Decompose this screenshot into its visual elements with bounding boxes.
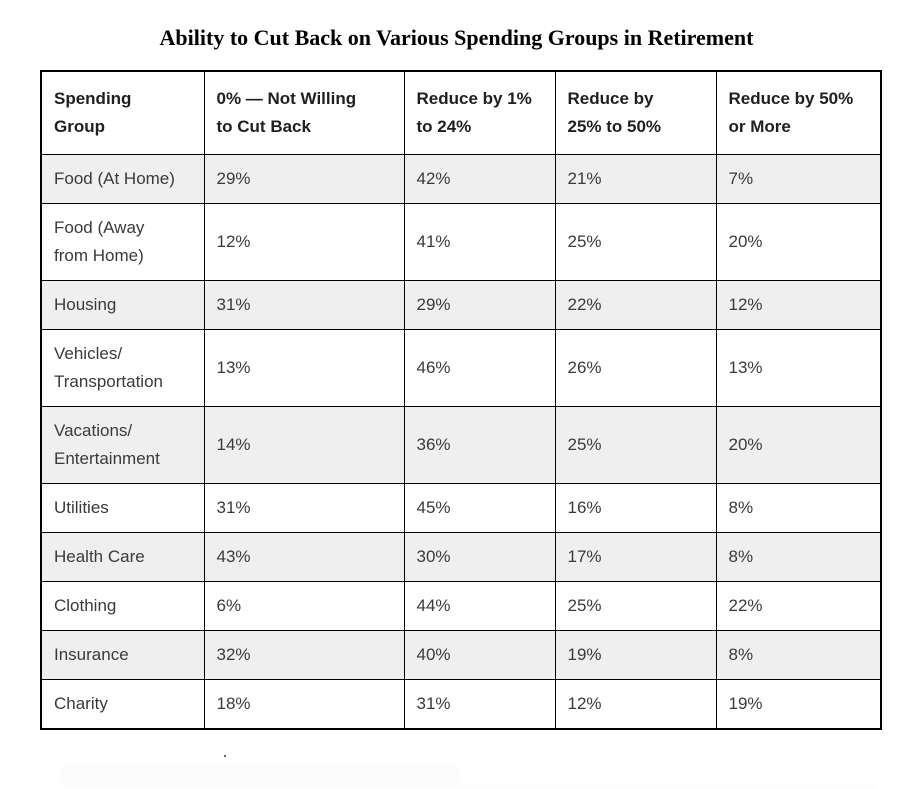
render-artifact-smudge (455, 785, 875, 789)
spending-group-cell: Food (At Home) (40, 154, 205, 204)
table-row: Utilities 31% 45% 16% 8% (40, 483, 882, 533)
spending-group-cell: Health Care (40, 532, 205, 582)
table-row: Food (At Home) 29% 42% 21% 7% (40, 154, 882, 204)
value-cell: 8% (715, 630, 882, 680)
spending-table: Spending Group 0% — Not Willing to Cut B… (40, 70, 882, 730)
spending-group-cell: Insurance (40, 630, 205, 680)
value-cell: 30% (403, 532, 556, 582)
spending-group-cell: Clothing (40, 581, 205, 631)
value-cell: 36% (403, 406, 556, 484)
value-cell: 26% (554, 329, 717, 407)
column-header-spending-group: Spending Group (40, 70, 205, 155)
render-artifact-smudge (60, 763, 460, 787)
value-cell: 22% (715, 581, 882, 631)
table-row: Charity 18% 31% 12% 19% (40, 679, 882, 730)
value-cell: 12% (715, 280, 882, 330)
spending-group-cell: Vehicles/ Transportation (40, 329, 205, 407)
value-cell: 13% (203, 329, 405, 407)
column-header-not-willing: 0% — Not Willing to Cut Back (203, 70, 405, 155)
value-cell: 12% (203, 203, 405, 281)
value-cell: 25% (554, 406, 717, 484)
value-cell: 29% (403, 280, 556, 330)
value-cell: 14% (203, 406, 405, 484)
table-row: Vacations/ Entertainment 14% 36% 25% 20% (40, 406, 882, 484)
spending-group-cell: Food (Away from Home) (40, 203, 205, 281)
value-cell: 8% (715, 483, 882, 533)
table-row: Health Care 43% 30% 17% 8% (40, 532, 882, 582)
value-cell: 44% (403, 581, 556, 631)
column-header-reduce-1-24: Reduce by 1% to 24% (403, 70, 556, 155)
value-cell: 42% (403, 154, 556, 204)
value-cell: 41% (403, 203, 556, 281)
table-row: Insurance 32% 40% 19% 8% (40, 630, 882, 680)
spending-group-cell: Charity (40, 679, 205, 730)
value-cell: 7% (715, 154, 882, 204)
page-title: Ability to Cut Back on Various Spending … (159, 25, 754, 50)
column-header-reduce-50-plus: Reduce by 50% or More (715, 70, 882, 155)
value-cell: 17% (554, 532, 717, 582)
column-header-reduce-25-50: Reduce by 25% to 50% (554, 70, 717, 155)
table-row: Vehicles/ Transportation 13% 46% 26% 13% (40, 329, 882, 407)
table-row: Housing 31% 29% 22% 12% (40, 280, 882, 330)
value-cell: 20% (715, 203, 882, 281)
table-row: Clothing 6% 44% 25% 22% (40, 581, 882, 631)
value-cell: 8% (715, 532, 882, 582)
value-cell: 12% (554, 679, 717, 730)
value-cell: 16% (554, 483, 717, 533)
value-cell: 25% (554, 203, 717, 281)
stray-pixel-artifact (224, 755, 226, 757)
value-cell: 19% (554, 630, 717, 680)
value-cell: 6% (203, 581, 405, 631)
value-cell: 19% (715, 679, 882, 730)
value-cell: 13% (715, 329, 882, 407)
value-cell: 25% (554, 581, 717, 631)
spending-group-cell: Housing (40, 280, 205, 330)
value-cell: 31% (403, 679, 556, 730)
value-cell: 21% (554, 154, 717, 204)
value-cell: 18% (203, 679, 405, 730)
value-cell: 31% (203, 483, 405, 533)
value-cell: 22% (554, 280, 717, 330)
spending-group-cell: Utilities (40, 483, 205, 533)
value-cell: 40% (403, 630, 556, 680)
header-row: Spending Group 0% — Not Willing to Cut B… (40, 70, 882, 155)
spending-group-cell: Vacations/ Entertainment (40, 406, 205, 484)
value-cell: 31% (203, 280, 405, 330)
value-cell: 46% (403, 329, 556, 407)
value-cell: 20% (715, 406, 882, 484)
value-cell: 45% (403, 483, 556, 533)
table-row: Food (Away from Home) 12% 41% 25% 20% (40, 203, 882, 281)
value-cell: 29% (203, 154, 405, 204)
value-cell: 32% (203, 630, 405, 680)
value-cell: 43% (203, 532, 405, 582)
